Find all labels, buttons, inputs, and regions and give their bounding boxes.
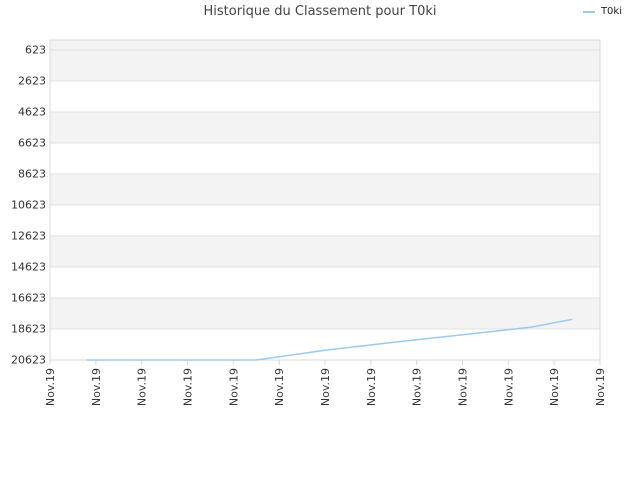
legend[interactable]: T0ki [582, 6, 622, 17]
x-tick-label: Nov.19 [365, 368, 378, 406]
y-tick-label: 14623 [11, 261, 46, 274]
y-tick-label: 623 [25, 44, 46, 57]
plot-band [50, 174, 600, 205]
plot-band [50, 40, 600, 50]
series-line [86, 318, 573, 361]
legend-swatch [582, 10, 595, 13]
y-tick-label: 18623 [11, 323, 46, 336]
x-tick-label: Nov.19 [457, 368, 470, 406]
x-tick-label: Nov.19 [90, 368, 103, 406]
x-tick-label: Nov.19 [502, 368, 515, 406]
plot-band [50, 50, 600, 81]
y-tick-label: 12623 [11, 230, 46, 243]
y-tick-label: 10623 [11, 199, 46, 212]
x-tick-label: Nov.19 [548, 368, 561, 406]
y-tick-label: 2623 [18, 75, 46, 88]
x-tick-label: Nov.19 [411, 368, 424, 406]
x-tick-label: Nov.19 [136, 368, 149, 406]
y-tick-label: 8623 [18, 168, 46, 181]
y-tick-label: 6623 [18, 137, 46, 150]
plot-band [50, 236, 600, 267]
y-tick-label: 16623 [11, 292, 46, 305]
x-tick-label: Nov.19 [182, 368, 195, 406]
plot-band [50, 298, 600, 329]
legend-label: T0ki [600, 6, 622, 17]
x-tick-label: Nov.19 [594, 368, 607, 406]
x-tick-label: Nov.19 [273, 368, 286, 406]
x-tick-label: Nov.19 [44, 368, 57, 406]
y-tick-label: 4623 [18, 106, 46, 119]
y-tick-label: 20623 [11, 354, 46, 367]
chart-title: Historique du Classement pour T0ki [203, 4, 437, 19]
x-tick-label: Nov.19 [319, 368, 332, 406]
x-tick-label: Nov.19 [227, 368, 240, 406]
plot-band [50, 112, 600, 143]
